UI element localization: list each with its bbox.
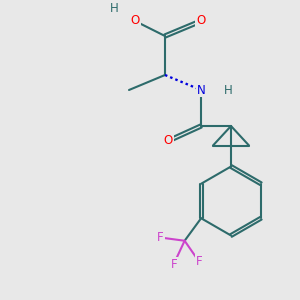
Text: O: O [130, 14, 140, 28]
Text: F: F [196, 255, 203, 268]
Text: N: N [196, 83, 206, 97]
Text: F: F [157, 231, 164, 244]
Text: O: O [196, 14, 206, 28]
Text: O: O [164, 134, 172, 148]
Text: H: H [110, 2, 118, 16]
Text: F: F [171, 258, 177, 271]
Text: H: H [224, 83, 232, 97]
